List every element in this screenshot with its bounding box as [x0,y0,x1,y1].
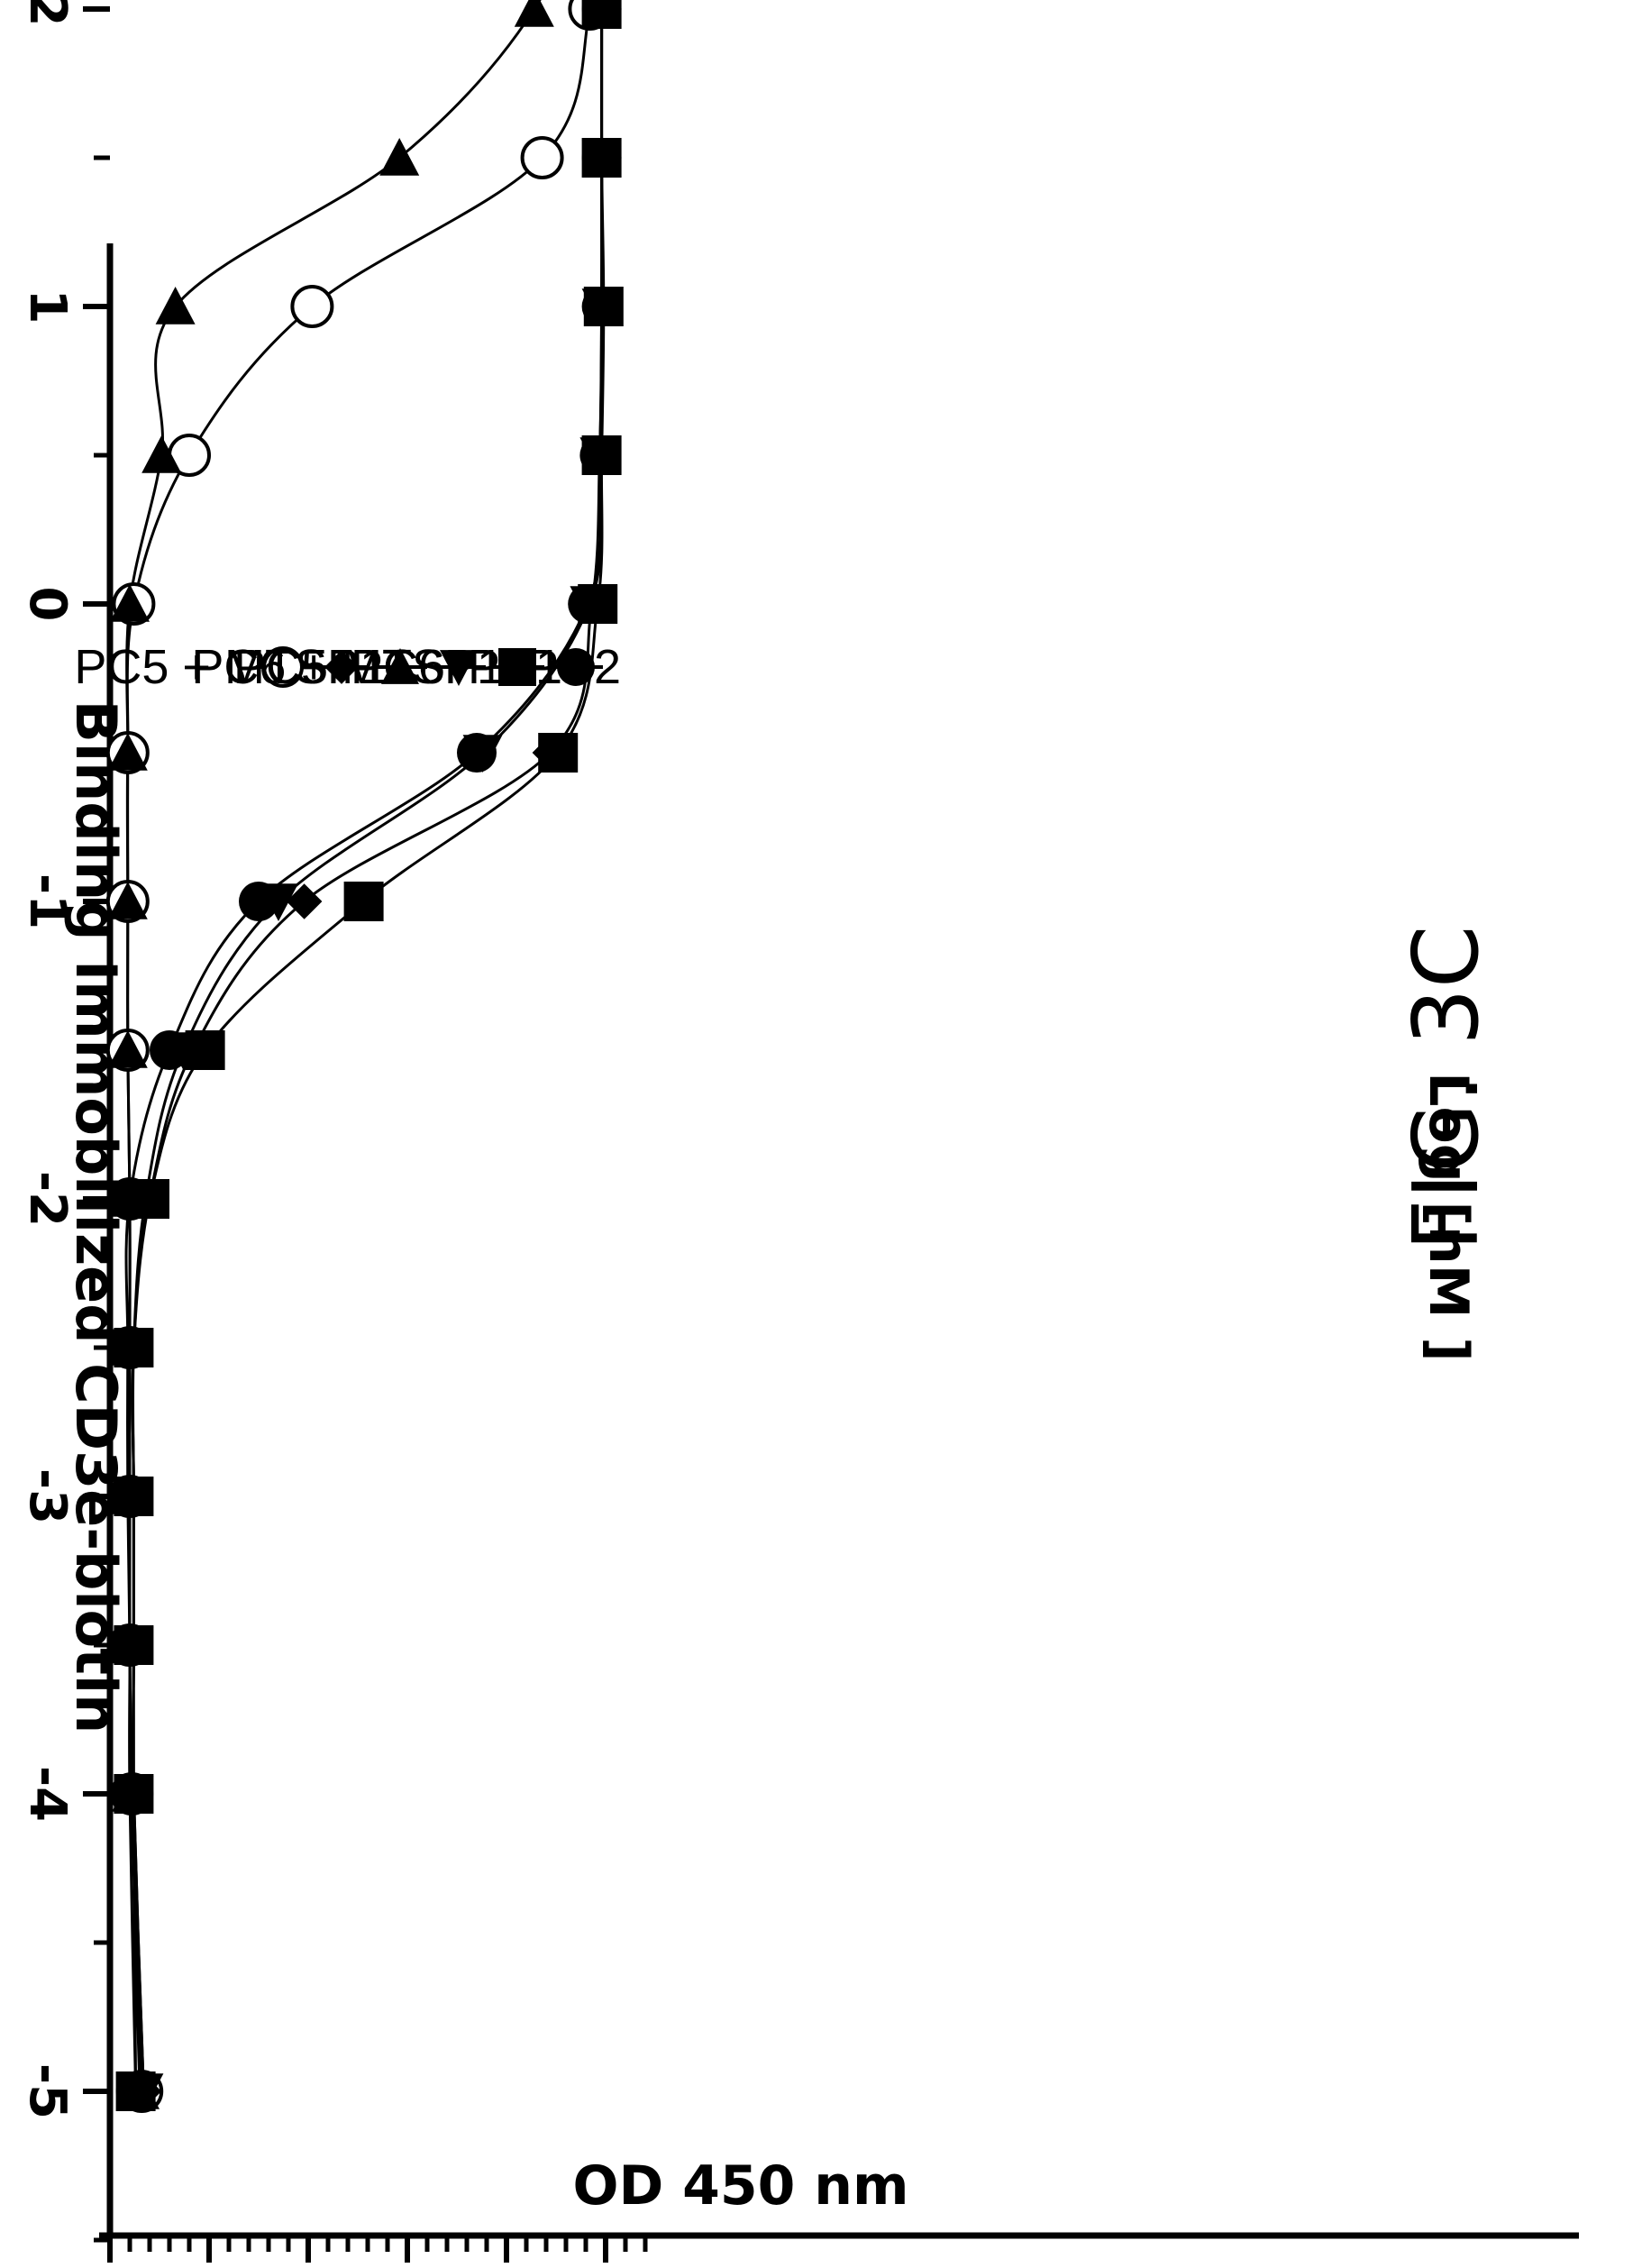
axes: -5-4-3-2-101230.00.51.01.52.02.5 [18,0,1579,2263]
marker-diamond [324,650,359,684]
legend-label: PC5 [233,640,328,694]
legend-label: PC6 [351,640,445,694]
marker-triangle-down [440,650,478,686]
marker-triangle-up [107,733,148,771]
figure-label: FIG. 3C [1393,925,1499,1251]
marker-diamond [286,883,323,919]
marker-circle [115,2071,156,2111]
marker-triangle-up [107,1030,148,1068]
marker-circle [581,0,622,29]
x-tick-label: 2 [18,0,77,26]
legend-label: PC2 [526,640,621,694]
x-tick-label: -5 [18,2063,77,2119]
marker-triangle-up [381,648,419,684]
marker-circle [581,138,622,178]
marker-circle [150,1030,189,1070]
marker-triangle-up [155,287,196,325]
x-tick-label: -2 [18,1171,77,1227]
x-tick-label: -1 [18,873,77,929]
marker-circle [110,1179,150,1219]
marker-circle-open [262,646,304,688]
marker-square [343,882,384,921]
legend-label: PC1 [468,640,562,694]
x-axis-title: Log [nM ] [1417,1072,1480,1361]
marker-circle [557,648,595,686]
y-axis-title: OD 450 nm [572,2154,908,2218]
marker-triangle-up [379,138,420,176]
marker-circle [107,1328,148,1367]
marker-circle [579,435,620,475]
marker-square [538,733,579,773]
x-tick-label: -4 [18,1766,77,1822]
x-tick-label: 1 [18,289,77,325]
marker-triangle-up [514,0,554,27]
marker-square [498,648,536,686]
fit-curves [124,0,606,2092]
x-tick-label: 0 [18,587,77,622]
legend-label: PC5 + MTSP1 [74,640,387,694]
x-tick-label: -3 [18,1468,77,1524]
marker-circle [107,1477,148,1516]
marker-triangle-up [141,435,182,473]
marker-triangle-up [110,584,150,622]
marker-circle-open [290,285,334,328]
data-markers [105,0,624,2113]
marker-square [185,1030,225,1070]
marker-circle [457,733,497,773]
legend-label: PC6 + MTSP1 [191,640,504,694]
marker-circle [110,1625,150,1665]
marker-circle [239,882,278,921]
marker-circle [568,584,608,624]
marker-circle-open [520,136,564,179]
marker-circle [581,287,622,326]
marker-circle [110,1774,150,1814]
marker-triangle-up [107,882,148,919]
fit-curve [124,0,604,2092]
